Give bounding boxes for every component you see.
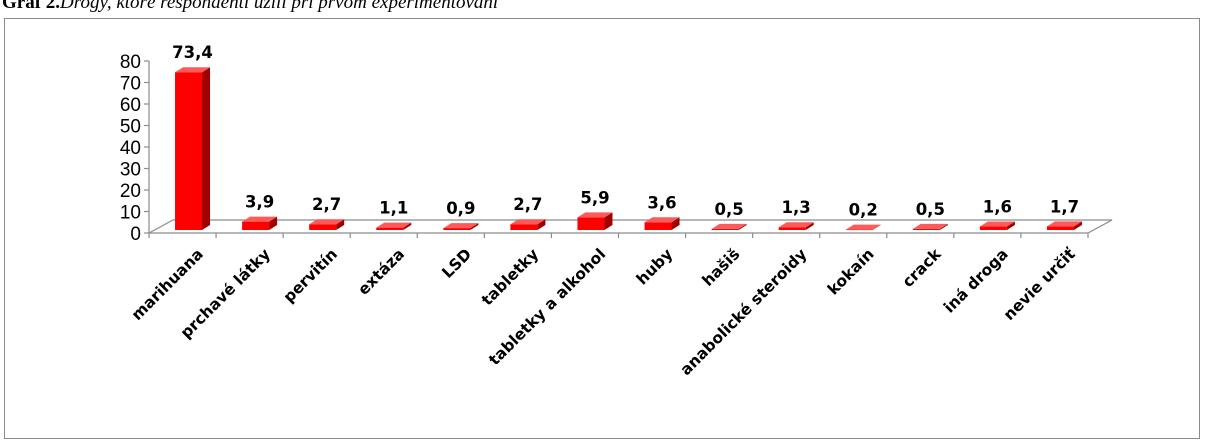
category-label: huby xyxy=(633,245,676,288)
bar xyxy=(845,224,881,231)
bar-top-face xyxy=(845,224,881,230)
y-tick-label: 30 xyxy=(120,160,141,181)
bar-side-face xyxy=(537,219,546,230)
category-label: pervitín xyxy=(280,245,341,306)
category-label: iná droga xyxy=(940,245,1012,317)
bar-front-face xyxy=(376,227,404,230)
bar-top-face xyxy=(577,212,613,218)
bar-top-face xyxy=(443,223,479,229)
chart-caption: Graf 2.Drogy, ktoré respondenti užili pr… xyxy=(2,0,1202,14)
bar-side-face xyxy=(403,222,412,230)
bar-front-face xyxy=(912,228,940,230)
bar xyxy=(778,222,814,230)
bar-side-face xyxy=(269,216,278,230)
category-label: crack xyxy=(899,245,945,291)
data-label: 1,3 xyxy=(782,198,811,217)
y-tick-label: 10 xyxy=(120,203,141,224)
y-tick-label: 20 xyxy=(120,181,141,202)
bar-top-face xyxy=(175,67,211,73)
bar xyxy=(309,219,345,230)
bar-front-face xyxy=(175,72,203,230)
bar-top-face xyxy=(376,222,412,228)
bar-side-face xyxy=(470,223,479,230)
bar-front-face xyxy=(979,226,1007,230)
bar-top-face xyxy=(309,219,345,225)
bar-side-face xyxy=(202,67,211,230)
bar-side-face xyxy=(1006,221,1015,230)
bar-front-face xyxy=(778,227,806,230)
data-label: 2,7 xyxy=(312,195,341,214)
bar-front-face xyxy=(644,222,672,230)
bar xyxy=(1046,221,1082,230)
data-label: 2,7 xyxy=(513,195,542,214)
data-label: 5,9 xyxy=(580,188,609,207)
bar xyxy=(242,216,278,230)
category-label: tabletky xyxy=(478,245,542,309)
y-tick-label: 50 xyxy=(120,117,141,138)
bar xyxy=(510,219,546,230)
bar xyxy=(443,223,479,230)
data-label: 3,9 xyxy=(245,193,274,212)
bar-side-face xyxy=(939,223,948,230)
category-label: kokaín xyxy=(824,245,877,298)
y-tick-label: 80 xyxy=(120,52,141,73)
data-label: 73,4 xyxy=(172,43,213,62)
bar-front-face xyxy=(577,217,605,230)
data-label: 0,5 xyxy=(714,200,743,219)
bar-side-face xyxy=(336,219,345,230)
caption-text: Drogy, ktoré respondenti užili pri prvom… xyxy=(60,0,499,13)
caption-label: Graf 2. xyxy=(2,0,61,13)
bar xyxy=(979,221,1015,230)
chart-floor xyxy=(148,219,1113,234)
data-label: 0,2 xyxy=(849,201,878,220)
bar-side-face xyxy=(1073,221,1082,230)
data-label: 3,6 xyxy=(647,193,676,212)
bar-top-face xyxy=(912,223,948,229)
category-label: LSD xyxy=(438,245,475,282)
data-label: 0,5 xyxy=(916,200,945,219)
bar-top-face xyxy=(510,219,546,225)
bar-front-face xyxy=(510,224,538,230)
bar xyxy=(376,222,412,230)
bar-top-face xyxy=(1046,221,1082,227)
bar-side-face xyxy=(805,222,814,230)
bar-front-face xyxy=(242,221,270,230)
data-label: 0,9 xyxy=(446,199,475,218)
bar-front-face xyxy=(845,229,873,231)
bar-side-face xyxy=(604,212,613,230)
bar-side-face xyxy=(738,223,747,230)
data-label: 1,7 xyxy=(1050,197,1079,216)
bar-side-face xyxy=(671,217,680,230)
bar-front-face xyxy=(1046,226,1074,230)
bar-front-face xyxy=(309,224,337,230)
category-label: extáza xyxy=(354,245,408,299)
bar-side-face xyxy=(872,224,881,230)
y-tick-label: 60 xyxy=(120,95,141,116)
bar xyxy=(644,217,680,230)
y-tick-label: 40 xyxy=(120,138,141,159)
bar-top-face xyxy=(644,217,680,223)
y-tick-label: 70 xyxy=(120,74,141,95)
bar-top-face xyxy=(778,222,814,228)
bar-top-face xyxy=(711,223,747,229)
bar xyxy=(711,223,747,230)
category-label: tabletky a alkohol xyxy=(485,245,609,369)
bar xyxy=(912,223,948,230)
bar xyxy=(175,67,211,230)
bar xyxy=(577,212,613,230)
bar-top-face xyxy=(979,221,1015,227)
category-label: anabolické steroidy xyxy=(677,245,811,379)
category-label: hašiš xyxy=(699,245,744,290)
data-label: 1,1 xyxy=(379,199,408,218)
y-tick-label: 0 xyxy=(130,224,141,245)
category-label: nevie určiť xyxy=(1000,245,1079,324)
bar-front-face xyxy=(711,228,739,230)
bar-top-face xyxy=(242,216,278,222)
data-label: 1,6 xyxy=(983,198,1012,217)
bar-front-face xyxy=(443,228,471,230)
